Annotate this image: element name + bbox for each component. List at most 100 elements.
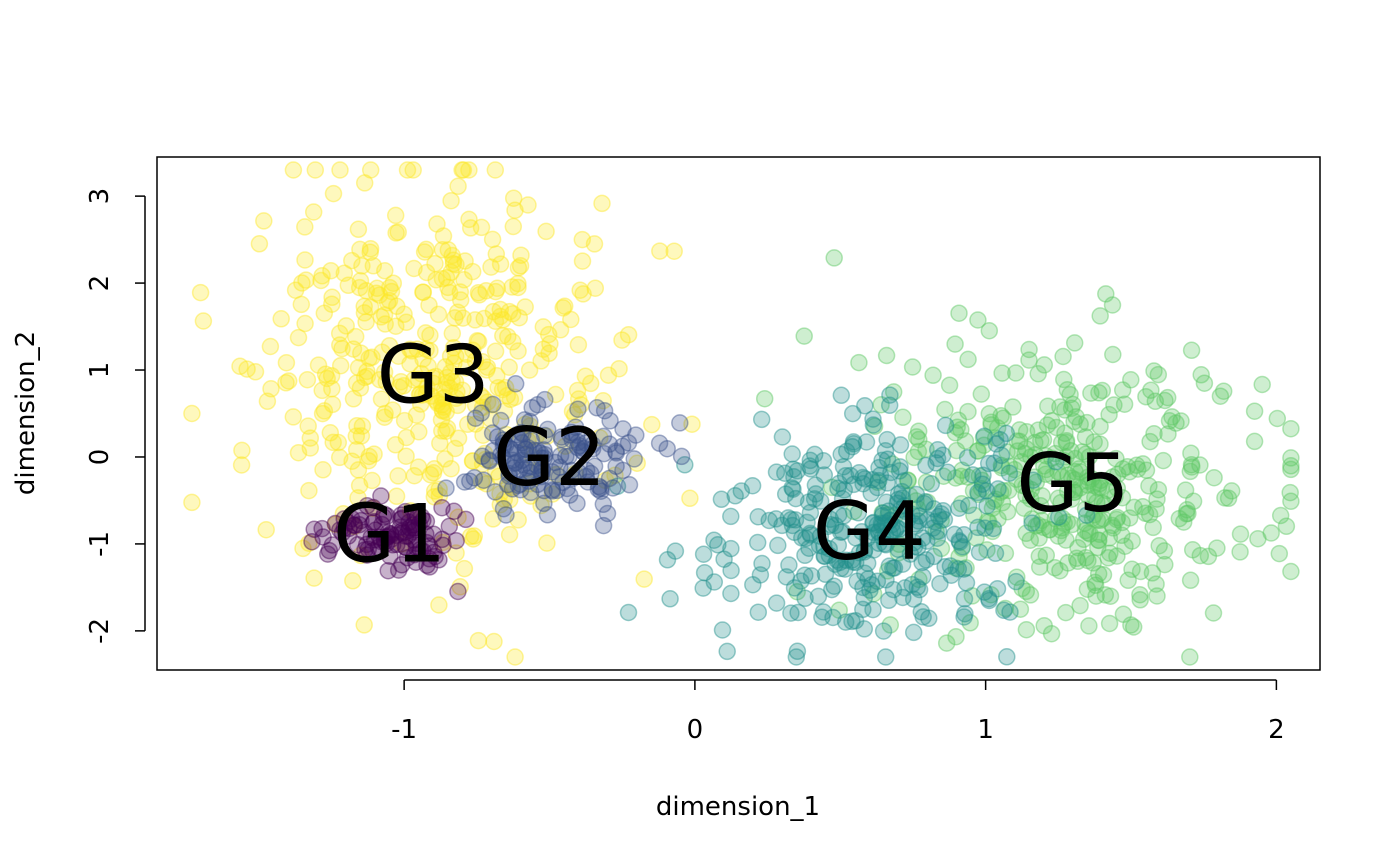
- point-g4: [934, 501, 952, 520]
- point-g3: [460, 210, 478, 229]
- point-g4: [1000, 464, 1019, 482]
- point-g3: [330, 324, 349, 343]
- point-g4: [895, 497, 914, 515]
- point-g5: [937, 634, 956, 652]
- point-g4: [800, 539, 818, 557]
- point-g3: [477, 361, 496, 379]
- point-g2: [561, 426, 579, 444]
- point-g1: [366, 521, 385, 539]
- point-g4: [995, 601, 1013, 620]
- point-g3: [435, 388, 454, 407]
- point-g2: [494, 434, 513, 452]
- point-g3: [312, 271, 330, 290]
- point-g5: [1062, 399, 1081, 417]
- point-g3: [417, 340, 435, 359]
- point-g4: [878, 474, 897, 492]
- point-g1: [345, 516, 364, 535]
- point-g3: [348, 416, 366, 435]
- y-tick-label: -2: [85, 618, 115, 644]
- point-g2: [620, 476, 639, 494]
- point-g2: [570, 437, 589, 455]
- point-g5: [983, 522, 1002, 541]
- point-g5: [1056, 401, 1074, 419]
- point-g1: [394, 524, 412, 542]
- point-g5: [1042, 412, 1061, 430]
- point-g1: [397, 538, 415, 557]
- point-g4: [880, 557, 899, 575]
- point-g1: [430, 551, 448, 569]
- point-g4: [713, 621, 732, 639]
- point-g3: [294, 539, 312, 558]
- point-g4: [918, 532, 936, 550]
- point-g4: [896, 502, 915, 521]
- point-g5: [1131, 591, 1149, 609]
- point-g5: [1088, 511, 1107, 529]
- point-g3: [454, 161, 473, 179]
- point-g5: [1067, 408, 1085, 426]
- y-tick-label: 2: [85, 275, 115, 292]
- point-g3: [437, 269, 456, 287]
- point-g5: [986, 429, 1005, 447]
- point-g5: [992, 456, 1011, 475]
- point-g5: [1074, 530, 1093, 549]
- point-g1: [393, 556, 411, 574]
- point-g3: [473, 398, 492, 417]
- point-g5: [788, 582, 806, 601]
- point-g5: [1071, 415, 1089, 434]
- point-g3: [547, 465, 566, 484]
- point-g3: [383, 401, 402, 419]
- point-g3: [448, 383, 466, 401]
- point-g4: [876, 442, 895, 460]
- point-g5: [1033, 487, 1051, 505]
- point-g5: [1177, 505, 1196, 523]
- point-g2: [672, 447, 691, 466]
- point-g4: [928, 441, 947, 459]
- point-g1: [333, 524, 352, 542]
- point-g2: [594, 427, 613, 446]
- point-g5: [932, 539, 951, 558]
- point-g4: [831, 553, 849, 572]
- point-g3: [334, 504, 353, 523]
- y-tick-label: 0: [85, 449, 115, 466]
- point-g3: [430, 487, 449, 505]
- point-g2: [508, 444, 526, 462]
- point-g4: [813, 608, 831, 626]
- point-g2: [514, 456, 533, 474]
- point-g3: [395, 305, 413, 324]
- point-g4: [709, 536, 727, 554]
- point-g5: [1039, 397, 1057, 415]
- point-g1: [400, 519, 419, 537]
- point-g2: [516, 440, 535, 458]
- point-g2: [484, 395, 502, 414]
- point-g5: [982, 413, 1000, 432]
- point-g3: [446, 439, 464, 458]
- point-g3: [350, 476, 369, 495]
- point-g2: [538, 506, 557, 524]
- point-g4: [619, 603, 638, 622]
- point-g5: [1156, 391, 1174, 410]
- point-g3: [569, 390, 588, 408]
- point-g5: [952, 421, 970, 439]
- point-g3: [443, 324, 462, 343]
- point-g4: [950, 499, 968, 517]
- point-g5: [1052, 493, 1070, 512]
- point-g5: [1057, 448, 1075, 466]
- point-g5: [1086, 573, 1104, 592]
- point-g3: [451, 283, 470, 301]
- point-g2: [535, 481, 553, 500]
- point-g5: [993, 364, 1011, 382]
- point-g5: [910, 570, 928, 589]
- point-g3: [453, 381, 472, 400]
- point-g1: [375, 530, 394, 548]
- point-g1: [404, 522, 422, 541]
- point-g5: [946, 335, 964, 353]
- point-g5: [1038, 416, 1057, 434]
- point-g2: [536, 445, 554, 464]
- point-g5: [1077, 548, 1095, 567]
- point-g4: [856, 470, 874, 488]
- point-g4: [914, 567, 932, 586]
- point-g4: [903, 505, 921, 524]
- point-g5: [1057, 433, 1076, 452]
- point-g4: [978, 497, 996, 515]
- point-g5: [1071, 463, 1090, 481]
